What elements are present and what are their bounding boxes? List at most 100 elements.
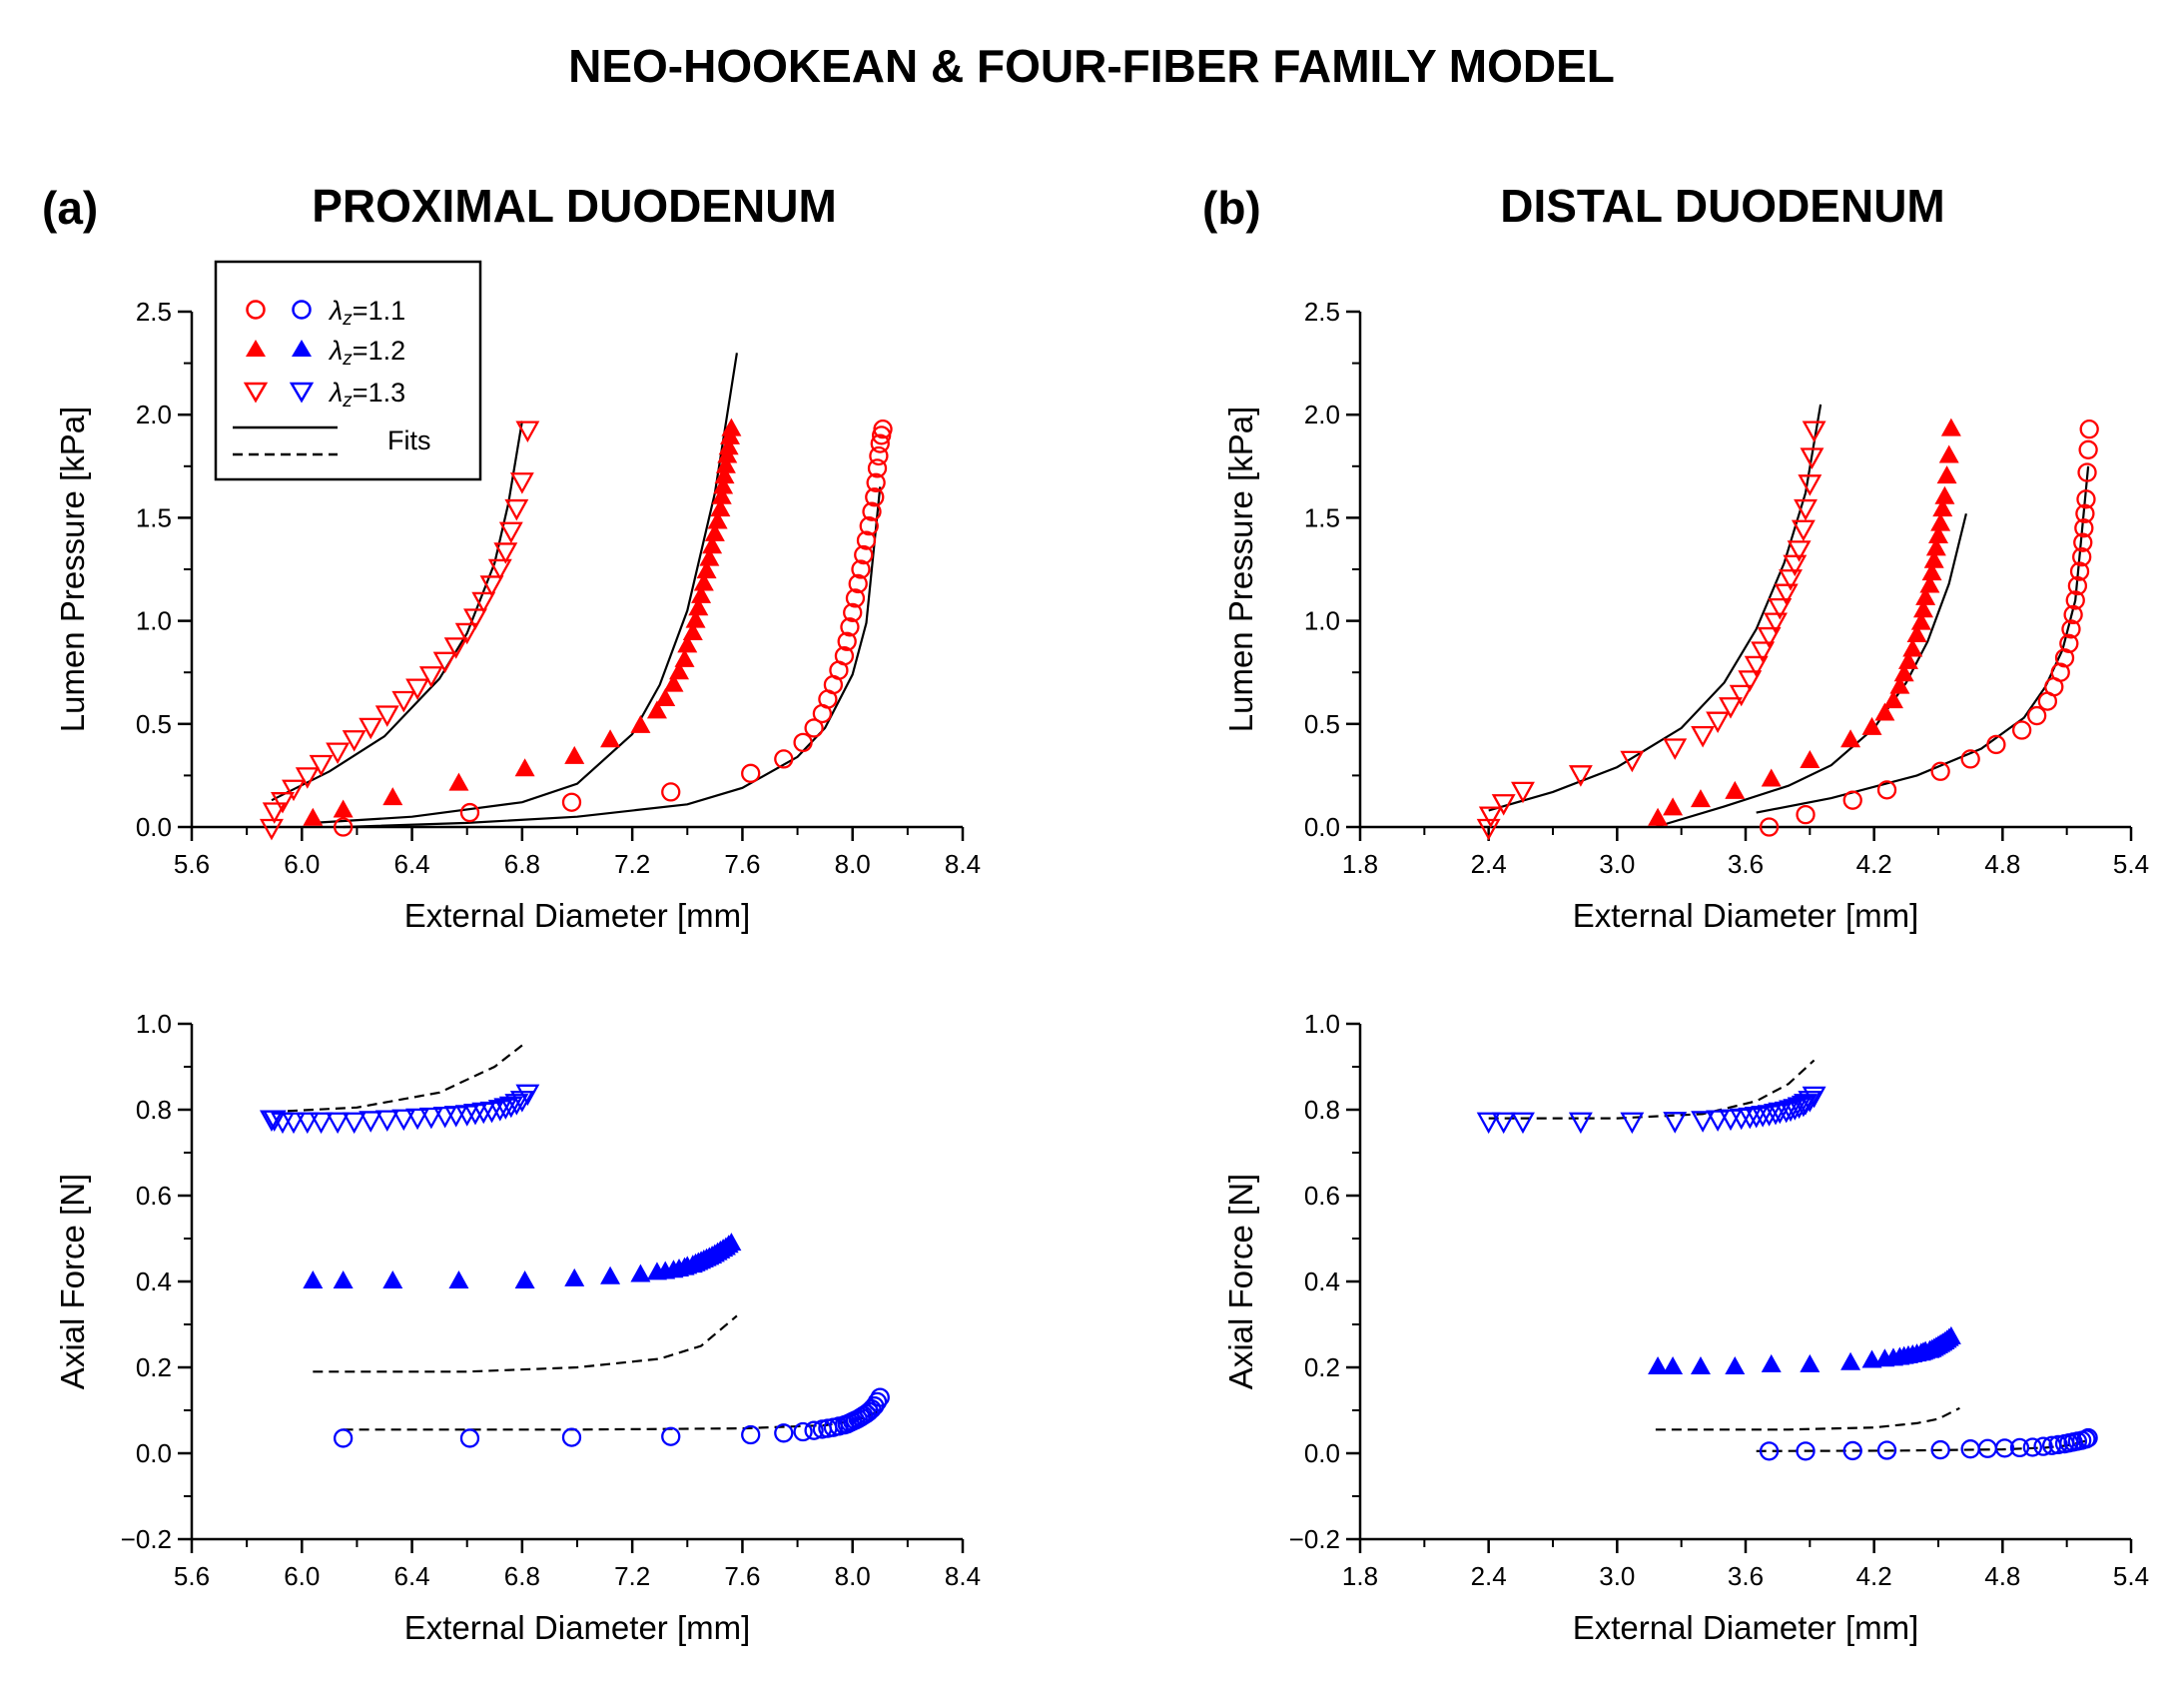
data-point-triangle-up: [669, 661, 690, 680]
data-point-triangle-up: [1902, 638, 1923, 657]
data-point-triangle-up: [1840, 1351, 1861, 1370]
data-point-triangle-down: [1757, 1105, 1782, 1127]
data-point-circle: [851, 559, 871, 579]
y-tick-label: 0.0: [136, 812, 172, 842]
y-tick-label: 2.0: [136, 400, 172, 429]
chart-distal-axial-force: 1.8 2.4 3.0 3.6 4.2 4.8 5.4 −0.2 0.0 0.2 0.4 0.6 0.8…: [1222, 1009, 2149, 1646]
data-point-triangle-down: [1511, 781, 1535, 804]
x-tick-label: 7.6: [724, 1561, 760, 1591]
data-point-circle: [2022, 1437, 2043, 1457]
data-point-circle: [333, 1428, 354, 1448]
data-point-triangle-up: [1923, 549, 1944, 568]
data-point-triangle-up: [655, 688, 676, 707]
data-point-circle: [2079, 419, 2099, 439]
y-tick-label: 0.6: [136, 1181, 172, 1211]
data-point-circle: [854, 544, 874, 565]
data-point-circle: [741, 763, 761, 783]
data-point-circle: [2065, 590, 2085, 610]
data-point-triangle-down: [295, 767, 320, 789]
chart-distal-pressure: 1.8 2.4 3.0 3.6 4.2 4.8 5.4 0.0 0.5 1.0 1.5 2.0 2.5 E…: [1222, 297, 2149, 934]
data-point-triangle-down: [454, 622, 479, 645]
x-tick-label: 5.6: [174, 849, 210, 879]
panel-b-letter: (b): [1202, 182, 1261, 234]
y-tick-label: 2.5: [1304, 297, 1340, 327]
data-point-circle: [859, 516, 879, 536]
data-point-triangle-down: [443, 1106, 468, 1128]
data-point-triangle-down: [504, 1094, 529, 1116]
x-tick-label: 5.4: [2113, 849, 2149, 879]
x-tick-label: 2.4: [1471, 849, 1507, 879]
legend-blue-triangle-down-marker: [289, 382, 315, 404]
data-point-triangle-down: [391, 690, 416, 713]
data-point-circle: [661, 1426, 681, 1446]
fit-curve-1: [1756, 465, 2090, 814]
fit-curve-1: [1756, 1439, 2089, 1452]
data-point-circle: [865, 487, 885, 507]
data-point-triangle-down: [498, 1096, 523, 1119]
x-tick-label: 4.2: [1856, 849, 1892, 879]
data-point-triangle-down: [1663, 1112, 1688, 1134]
y-tick-label: 1.5: [136, 502, 172, 532]
data-point-triangle-down: [1511, 1112, 1535, 1135]
data-point-triangle-down: [1706, 1110, 1731, 1132]
data-point-triangle-up: [1910, 611, 1931, 630]
data-point-circle: [2054, 648, 2075, 668]
data-point-triangle-down: [326, 1112, 351, 1135]
data-point-triangle-up: [715, 454, 736, 473]
data-point-triangle-up: [1761, 768, 1782, 787]
data-point-triangle-down: [391, 1109, 416, 1132]
data-point-triangle-up: [1940, 418, 1961, 436]
data-point-triangle-down: [271, 792, 295, 814]
data-point-triangle-up: [382, 787, 403, 806]
data-point-circle: [856, 530, 877, 550]
y-tick-label: 1.0: [136, 1009, 172, 1039]
y-tick-label: 0.8: [1304, 1095, 1340, 1125]
data-point-circle: [741, 1424, 761, 1445]
data-point-circle: [1930, 761, 1950, 781]
data-point-triangle-down: [1491, 1112, 1516, 1135]
x-axis-label: External Diameter [mm]: [1573, 1609, 1919, 1646]
y-tick-label: 0.5: [136, 709, 172, 739]
data-point-triangle-up: [1861, 716, 1882, 735]
data-point-triangle-down: [309, 1112, 334, 1135]
data-point-triangle-up: [699, 547, 720, 566]
data-point-circle: [837, 631, 857, 651]
y-axis-label: Lumen Pressure [kPa]: [1222, 407, 1259, 733]
data-point-triangle-up: [448, 1270, 469, 1288]
fit-curve-3: [1488, 1059, 1816, 1120]
data-point-triangle-up: [1921, 562, 1942, 581]
data-point-circle: [774, 749, 794, 769]
data-point-circle: [848, 573, 868, 594]
data-point-triangle-up: [1889, 675, 1910, 694]
data-point-circle: [1796, 1441, 1816, 1461]
data-point-triangle-down: [418, 1107, 443, 1130]
data-point-triangle-up: [1925, 537, 1946, 556]
data-point-triangle-up: [677, 634, 698, 653]
data-point-triangle-up: [714, 465, 735, 484]
legend-row-lz11: λz=1.1: [246, 296, 405, 330]
data-point-circle: [2048, 1434, 2068, 1455]
data-point-circle: [845, 588, 866, 608]
x-tick-label: 8.0: [835, 1561, 871, 1591]
data-point-circle: [1842, 790, 1862, 810]
x-tick-label: 5.6: [174, 1561, 210, 1591]
panel-a-title: PROXIMAL DUODENUM: [312, 180, 837, 232]
data-point-triangle-down: [1491, 794, 1516, 816]
data-point-triangle-up: [1800, 1353, 1820, 1372]
data-point-triangle-down: [1768, 598, 1793, 620]
data-point-circle: [867, 1391, 888, 1412]
data-point-circle: [561, 792, 582, 812]
fit-curve-3: [1488, 404, 1822, 812]
data-point-circle: [2009, 1437, 2030, 1458]
y-tick-label: 0.4: [136, 1267, 172, 1296]
data-point-circle: [866, 472, 886, 492]
x-tick-label: 1.8: [1342, 849, 1378, 879]
data-point-circle: [867, 458, 888, 478]
fit-curve-2: [1655, 513, 1967, 829]
data-point-circle: [774, 1423, 794, 1443]
data-point-triangle-up: [1932, 498, 1953, 517]
data-point-triangle-down: [405, 1108, 430, 1131]
data-point-triangle-down: [1764, 612, 1788, 634]
data-point-triangle-down: [493, 1098, 518, 1120]
data-point-triangle-down: [487, 1100, 512, 1122]
